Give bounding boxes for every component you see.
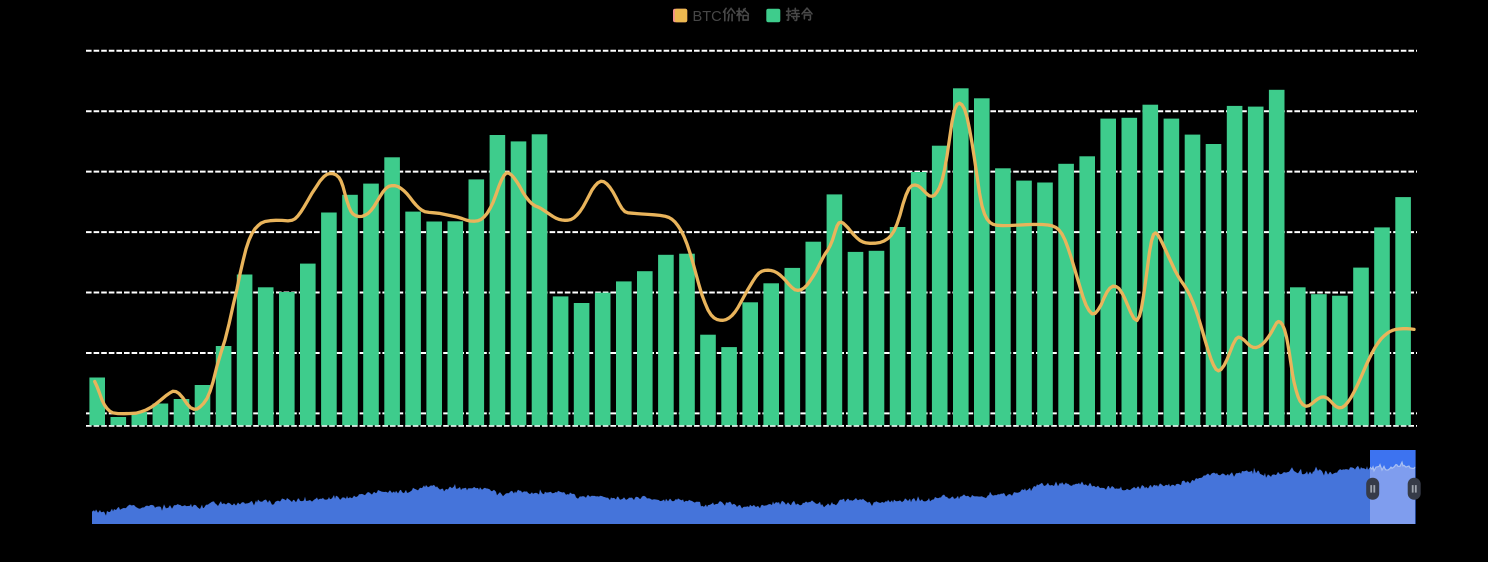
svg-text:BTC: BTC xyxy=(693,9,722,25)
